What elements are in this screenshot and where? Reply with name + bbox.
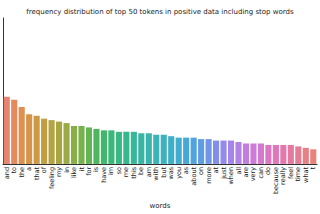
svg-text:you: you (174, 166, 183, 179)
svg-text:feeling: feeling (47, 166, 56, 190)
svg-text:words: words (150, 202, 171, 210)
svg-text:with: with (152, 166, 161, 181)
svg-text:of: of (40, 166, 49, 174)
svg-text:so: so (114, 166, 123, 175)
svg-text:because: because (271, 166, 280, 195)
svg-text:t: t (309, 166, 317, 169)
svg-text:are: are (242, 166, 250, 178)
svg-text:was: was (167, 166, 176, 180)
svg-text:the: the (17, 166, 26, 178)
svg-text:time: time (294, 166, 303, 182)
svg-text:what: what (301, 166, 310, 183)
svg-text:be: be (137, 166, 146, 175)
svg-text:more: more (204, 166, 213, 184)
svg-text:very: very (249, 166, 258, 182)
svg-text:in: in (62, 166, 71, 173)
svg-text:but: but (159, 166, 168, 178)
svg-text:as: as (182, 166, 191, 175)
svg-text:can: can (256, 166, 265, 179)
svg-text:have: have (99, 166, 108, 183)
svg-text:really: really (279, 166, 288, 185)
svg-text:just: just (219, 166, 228, 179)
svg-text:it: it (77, 166, 86, 172)
svg-text:do: do (264, 166, 273, 175)
svg-text:about: about (189, 166, 198, 186)
svg-text:when: when (227, 166, 235, 185)
svg-text:my: my (55, 166, 64, 178)
svg-text:like: like (70, 166, 78, 179)
svg-text:and: and (2, 166, 11, 180)
svg-text:to: to (10, 166, 19, 174)
svg-text:on: on (197, 166, 206, 175)
svg-text:me: me (122, 166, 131, 178)
svg-text:am: am (144, 166, 153, 178)
svg-text:this: this (129, 166, 138, 179)
svg-text:is: is (92, 166, 101, 173)
svg-text:all: all (234, 166, 243, 175)
svg-text:for: for (85, 166, 93, 176)
svg-text:feel: feel (286, 166, 295, 179)
svg-text:that: that (32, 166, 41, 181)
svg-text:a: a (25, 166, 34, 171)
svg-text:at: at (212, 166, 221, 174)
svg-text:im: im (107, 166, 116, 176)
svg-text:frequency distribution of top: frequency distribution of top 50 tokens … (26, 8, 294, 16)
